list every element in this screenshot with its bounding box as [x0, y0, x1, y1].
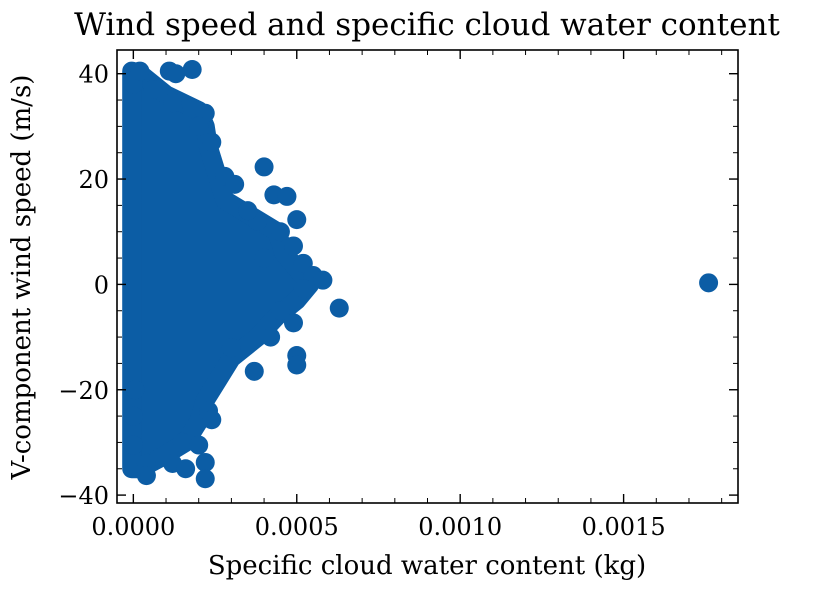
y-axis-label: V-component wind speed (m/s)	[7, 75, 37, 481]
data-point	[283, 313, 303, 333]
data-point	[195, 452, 215, 472]
y-tick-label: −20	[58, 377, 109, 405]
data-point	[130, 61, 150, 81]
data-point	[195, 469, 215, 489]
data-point	[221, 338, 241, 358]
y-tick-label: 0	[94, 271, 109, 299]
x-axis-label: Specific cloud water content (kg)	[208, 551, 646, 581]
data-point	[287, 210, 307, 230]
data-point	[287, 355, 307, 375]
data-point	[699, 273, 719, 293]
data-point	[123, 406, 143, 426]
data-point	[283, 236, 303, 256]
chart-title: Wind speed and specific cloud water cont…	[74, 7, 780, 43]
data-point	[225, 174, 245, 194]
data-point	[125, 380, 145, 400]
data-point	[163, 93, 183, 113]
data-point	[202, 410, 222, 430]
data-point	[244, 361, 264, 381]
data-point	[166, 64, 186, 84]
data-point	[123, 435, 143, 455]
data-point	[277, 186, 297, 206]
data-point	[189, 435, 209, 455]
x-tick-label: 0.0010	[418, 513, 502, 541]
data-point	[189, 116, 209, 136]
data-point	[293, 279, 313, 299]
data-point	[270, 222, 290, 242]
point-cloud	[122, 61, 320, 479]
y-axis: −40 −20 0 20 40	[58, 61, 738, 510]
data-point	[136, 466, 156, 486]
data-point	[254, 248, 274, 268]
data-point	[172, 432, 192, 452]
x-tick-label: 0.0005	[255, 513, 339, 541]
x-axis: 0.0000 0.0005 0.0010 0.0015	[91, 50, 723, 541]
x-tick-label: 0.0015	[582, 513, 666, 541]
data-point	[313, 270, 333, 290]
data-points	[123, 59, 719, 489]
data-point	[254, 157, 274, 177]
data-point	[238, 201, 258, 221]
data-point	[270, 301, 290, 321]
data-point	[329, 298, 349, 318]
x-tick-label: 0.0000	[91, 513, 175, 541]
point-cloud-mass	[122, 61, 320, 479]
data-point	[261, 327, 281, 347]
data-point	[176, 459, 196, 479]
y-tick-label: −40	[58, 482, 109, 510]
data-point	[143, 80, 163, 100]
y-tick-label: 40	[78, 61, 109, 89]
data-point	[182, 59, 202, 79]
data-point	[202, 132, 222, 152]
y-tick-label: 20	[78, 166, 109, 194]
